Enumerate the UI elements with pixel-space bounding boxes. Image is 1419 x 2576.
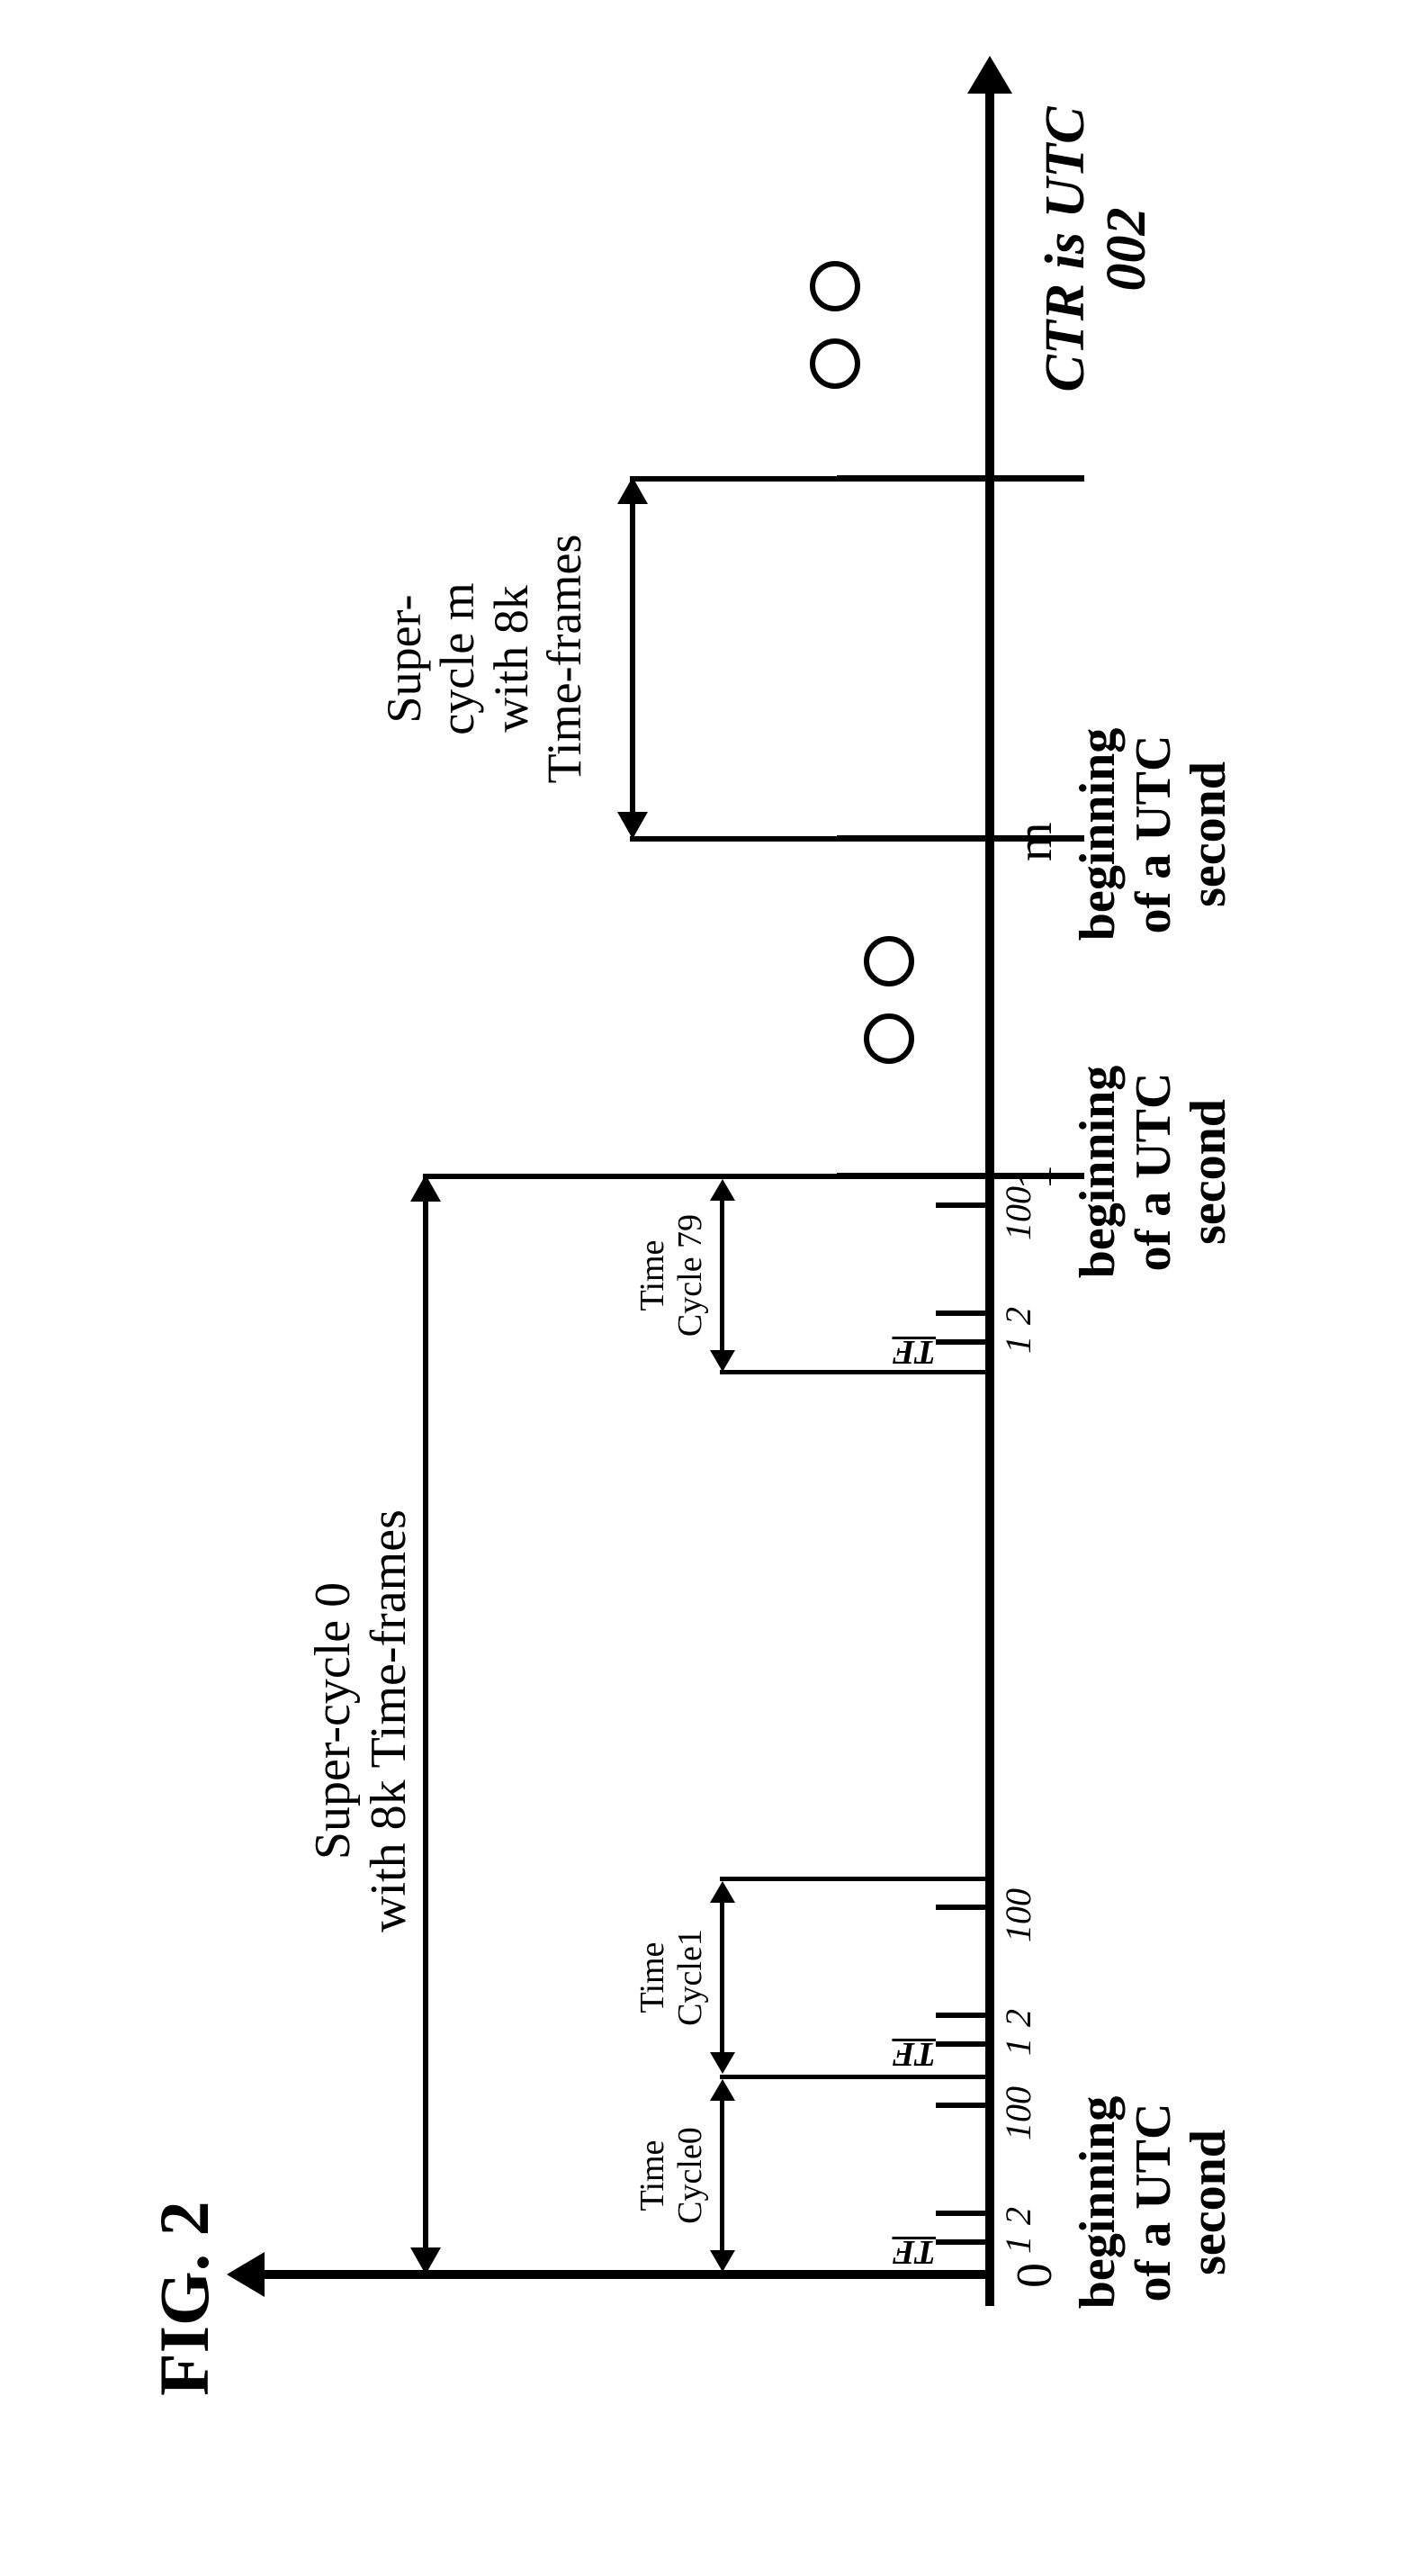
sc0-label-l2: with 8k Time-frames <box>361 1509 417 1932</box>
tc79-tf-label: TF <box>882 1332 936 1372</box>
tc1-bar <box>720 1901 724 2054</box>
tc1-arrow-l <box>710 2052 735 2074</box>
utc-label-m-l3: second <box>1181 761 1236 907</box>
tc1-tick-2 <box>936 2013 990 2018</box>
scm-label-l3: with 8k <box>484 585 538 733</box>
tc0-tl-2: 2 <box>999 2207 1038 2225</box>
figure-root: FIG. 2 0 1 m beginning of a UTC second b… <box>0 0 1419 2576</box>
tc1-tl-1: 1 <box>999 2038 1038 2056</box>
ellipsis-circle-2b <box>810 261 860 311</box>
sc0-drop <box>423 1174 837 1179</box>
tc0-drop-l <box>720 2270 990 2274</box>
tc79-tl-1: 1 <box>999 1336 1038 1354</box>
tc79-l1: Time <box>633 1240 671 1311</box>
figure-title: FIG. 2 <box>144 2201 225 2396</box>
sc0-label-l1: Super-cycle 0 <box>305 1582 361 1860</box>
utc-label-0-l3: second <box>1181 2130 1236 2275</box>
tc1-tl-2: 2 <box>999 2009 1038 2027</box>
scm-label: Super- cycle m with 8k Time-frames <box>378 506 592 812</box>
tc0-tick-100 <box>936 2103 990 2108</box>
tc1-label: Time Cycle1 <box>634 1901 710 2054</box>
utc-label-1: beginning of a UTC second <box>1071 1023 1237 1320</box>
tc0-bar <box>720 2099 724 2252</box>
utc-label-m: beginning of a UTC second <box>1071 686 1237 983</box>
tc79-bar <box>720 1199 724 1352</box>
tc0-tick-1 <box>936 2239 990 2245</box>
tc1-tf-label: TF <box>882 2034 936 2074</box>
scm-label-l2: cycle m <box>430 582 484 734</box>
utc-label-1-l1: beginning <box>1070 1066 1126 1279</box>
tc1-tick-100 <box>936 1905 990 1910</box>
tc0-drop-r <box>720 2075 990 2079</box>
tc1-drop-r <box>720 1877 990 1881</box>
tc1-tl-100: 100 <box>999 1888 1038 1942</box>
tc79-arrow-l <box>710 1350 735 1372</box>
tc1-tick-1 <box>936 2041 990 2047</box>
axis-arrow-right <box>967 56 1012 94</box>
utc-label-1-l3: second <box>1181 1099 1236 1245</box>
tc79-label: Time Cycle 79 <box>634 1181 710 1370</box>
utc-label-m-l2: of a UTC <box>1126 735 1181 934</box>
tc0-tick-2 <box>936 2211 990 2216</box>
ellipsis-circle-2a <box>810 338 860 389</box>
axis-horizontal <box>985 92 994 2306</box>
ellipsis-circle-1b <box>864 936 914 986</box>
tc0-tf-label: TF <box>882 2232 936 2272</box>
sc0-bar <box>423 1199 428 2252</box>
axis-index-0: 0 <box>1008 2263 1064 2288</box>
utc-label-0: beginning of a UTC second <box>1071 2054 1237 2351</box>
tc1-l2: Cycle1 <box>671 1929 709 2026</box>
ctr-label: CTR is UTC 002 <box>1035 51 1157 447</box>
ctr-label-l1: CTR is UTC <box>1035 107 1096 392</box>
tc0-arrow-r <box>710 2079 735 2101</box>
tall-tick-end <box>837 475 1084 482</box>
scm-label-l4: Time-frames <box>537 535 591 784</box>
tc0-arrow-l <box>710 2250 735 2272</box>
tc0-l2: Cycle0 <box>671 2127 709 2224</box>
tc79-drop-l <box>720 1370 990 1374</box>
utc-label-m-l1: beginning <box>1070 728 1126 941</box>
axis-index-m: m <box>1008 822 1064 861</box>
tc0-tl-1: 1 <box>999 2236 1038 2254</box>
tc79-tl-2: 2 <box>999 1307 1038 1325</box>
figure-landscape: FIG. 2 0 1 m beginning of a UTC second b… <box>0 0 1419 2576</box>
tc79-tl-100: 100 <box>999 1186 1038 1240</box>
scm-arrow-l <box>617 812 648 839</box>
tc1-l1: Time <box>633 1942 671 2013</box>
sc0-arrow-l <box>410 2247 441 2274</box>
tc1-arrow-r <box>710 1881 735 1903</box>
scm-label-l1: Super- <box>377 595 431 724</box>
tc0-tl-100: 100 <box>999 2086 1038 2140</box>
axis-arrow-up <box>227 2252 265 2297</box>
scm-drop-r <box>630 476 837 482</box>
tc79-tick-2 <box>936 1311 990 1316</box>
tc0-l1: Time <box>633 2140 671 2211</box>
tc79-tick-1 <box>936 1339 990 1345</box>
scm-drop-l <box>630 836 837 842</box>
ellipsis-circle-1a <box>864 1013 914 1064</box>
utc-label-0-l2: of a UTC <box>1126 2103 1181 2302</box>
sc0-label: Super-cycle 0 with 8k Time-frames <box>306 1406 417 2036</box>
tc79-tick-100 <box>936 1202 990 1208</box>
utc-label-0-l1: beginning <box>1070 2096 1126 2310</box>
tc0-label: Time Cycle0 <box>634 2099 710 2252</box>
tc79-l2: Cycle 79 <box>671 1214 709 1337</box>
ctr-label-l2: 002 <box>1096 208 1157 292</box>
scm-bar <box>630 501 635 816</box>
utc-label-1-l2: of a UTC <box>1126 1073 1181 1272</box>
tc79-arrow-r <box>710 1179 735 1201</box>
